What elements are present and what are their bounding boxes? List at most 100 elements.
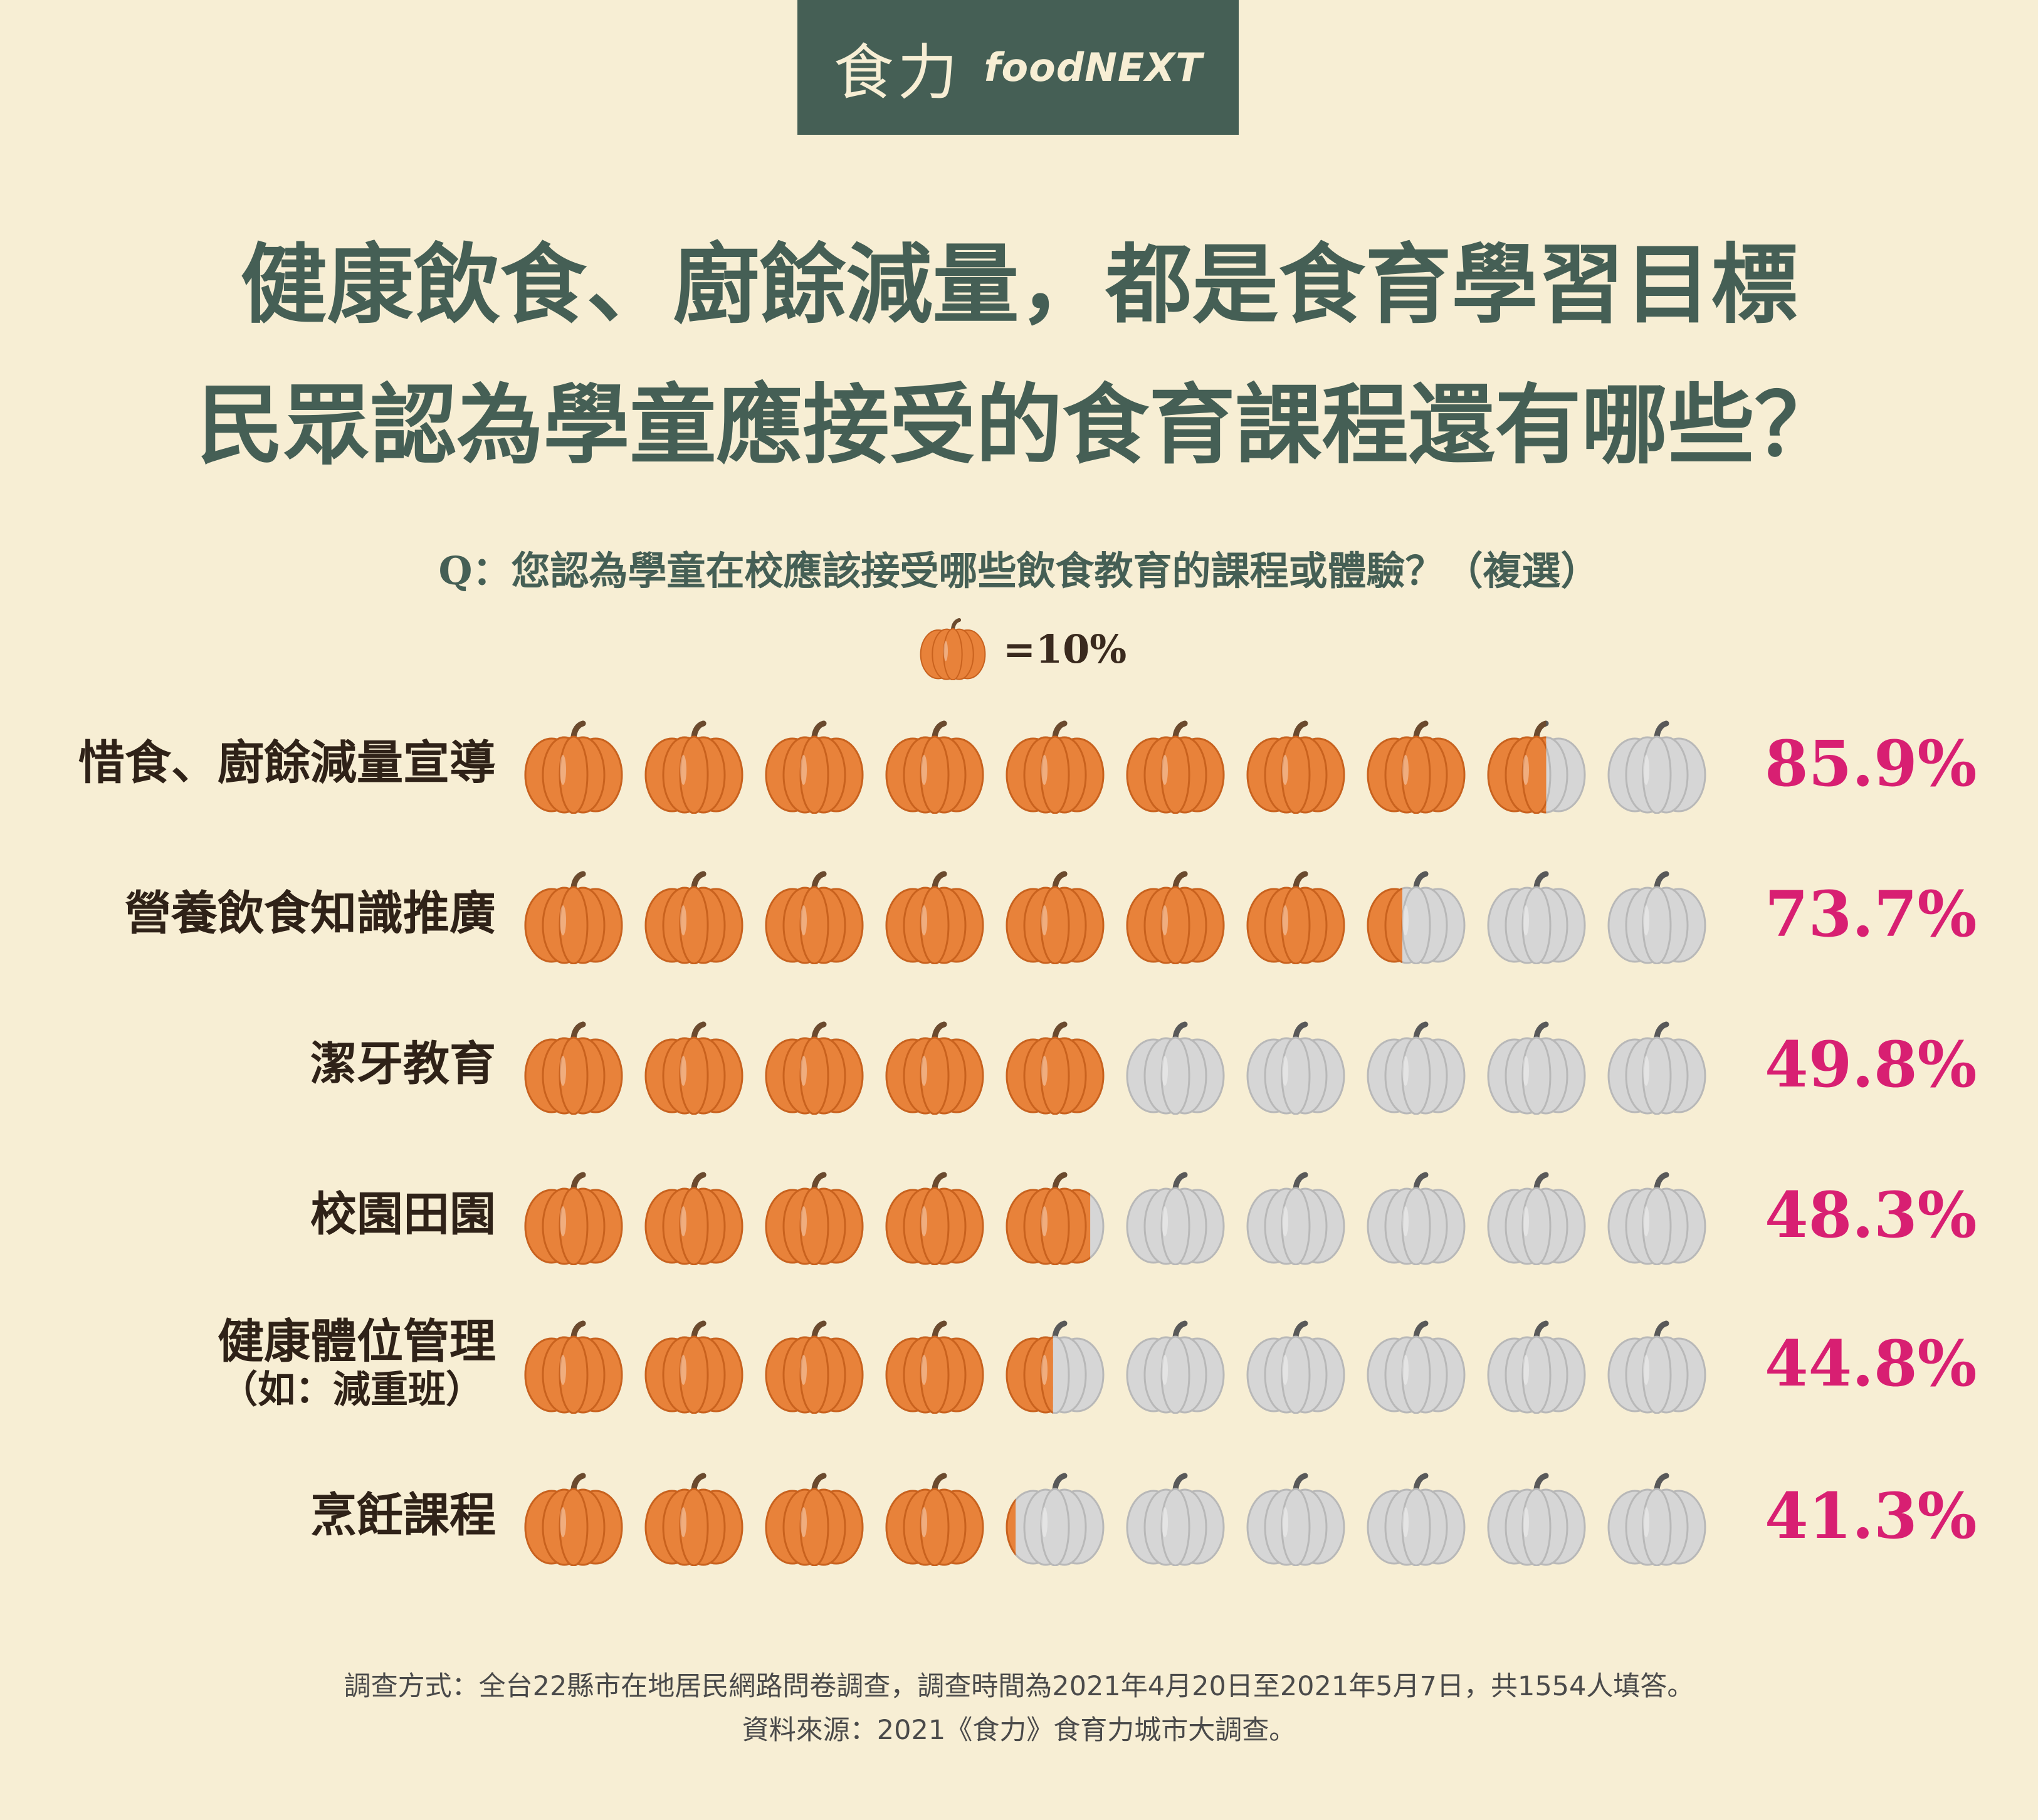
category-label: 烹飪課程: [310, 1453, 496, 1579]
page-title-line-2: 民眾認為學童應接受的食育課程還有哪些？: [197, 375, 1841, 476]
chart-row: 潔牙教育 49.8%: [0, 1002, 2038, 1127]
pumpkin-icon: [524, 1172, 623, 1265]
chart-row: 健康體位管理 （如：減重班） 44.8%: [0, 1301, 2038, 1426]
logo-chinese-text: 食力: [833, 38, 962, 108]
brand-logo: 食力 foodNEXT: [797, 0, 1239, 135]
pumpkin-icon: [1006, 1320, 1105, 1414]
survey-method-note: 調查方式：全台22縣市在地居民網路問卷調查，調查時間為2021年4月20日至20…: [344, 1671, 1694, 1702]
pumpkin-icon: [644, 1320, 743, 1414]
pumpkin-icon: [1367, 1172, 1466, 1265]
chart-row: 烹飪課程 41.3%: [0, 1453, 2038, 1579]
pumpkin-icon: [1006, 871, 1105, 964]
pumpkin-icon: [644, 1021, 743, 1115]
pumpkin-icon: [1607, 1473, 1706, 1566]
pumpkin-icon: [765, 720, 864, 814]
pumpkin-icon: [1487, 1320, 1586, 1414]
pumpkin-icon: [1367, 1320, 1466, 1414]
category-name: 健康體位管理: [218, 1314, 496, 1369]
chart-row: 營養飲食知識推廣 73.7%: [0, 851, 2038, 977]
pumpkin-icon: [1006, 720, 1105, 814]
pumpkin-icon: [1607, 1320, 1706, 1414]
pumpkin-icon: [644, 871, 743, 964]
pumpkin-icon: [885, 1172, 984, 1265]
pumpkin-icon: [1607, 1172, 1706, 1265]
data-source-note: 資料來源：2021《食力》食育力城市大調查。: [742, 1715, 1296, 1746]
chart-row: 校園田園 48.3%: [0, 1152, 2038, 1278]
pumpkin-icon: [524, 1320, 623, 1414]
pumpkin-icon: [885, 1320, 984, 1414]
category-name: 校園田園: [310, 1187, 496, 1242]
percent-value-label: 41.3%: [1765, 1479, 1977, 1553]
pumpkin-icon: [1246, 1172, 1345, 1265]
pumpkin-icon: [1607, 720, 1706, 814]
pumpkin-icon: [1367, 1473, 1466, 1566]
pumpkin-icon-row: [520, 1472, 1711, 1572]
pumpkin-icon: [1246, 1473, 1345, 1566]
percent-value-label: 49.8%: [1765, 1028, 1977, 1102]
pumpkin-icon: [765, 1320, 864, 1414]
legend: =10%: [915, 618, 1127, 680]
pumpkin-icon-row: [520, 1320, 1711, 1420]
pumpkin-icon: [1487, 1172, 1586, 1265]
pumpkin-icon: [1246, 1320, 1345, 1414]
pumpkin-icon: [1367, 720, 1466, 814]
pumpkin-icon: [1006, 1172, 1105, 1265]
pumpkin-icon: [1126, 1320, 1225, 1414]
pumpkin-icon: [1246, 720, 1345, 814]
pumpkin-icon: [765, 1172, 864, 1265]
pumpkin-icon: [1126, 720, 1225, 814]
pumpkin-icon: [1487, 1021, 1586, 1115]
pumpkin-icon: [885, 1021, 984, 1115]
percent-value-label: 85.9%: [1765, 727, 1977, 801]
percent-value-label: 73.7%: [1765, 877, 1977, 951]
pumpkin-icon: [885, 1473, 984, 1566]
pumpkin-icon: [1246, 1021, 1345, 1115]
pumpkin-icon-row: [520, 870, 1711, 970]
category-label: 惜食、廚餘減量宣導: [78, 701, 496, 826]
pumpkin-icon: [765, 1021, 864, 1115]
pumpkin-icon: [524, 1021, 623, 1115]
percent-value-label: 48.3%: [1765, 1178, 1977, 1252]
pumpkin-icon: [885, 720, 984, 814]
pumpkin-icon: [920, 618, 986, 680]
pumpkin-icon: [1607, 1021, 1706, 1115]
pumpkin-icon: [765, 871, 864, 964]
category-label: 校園田園: [310, 1152, 496, 1278]
page-title-line-1: 健康飲食、廚餘減量，都是食育學習目標: [240, 234, 1798, 335]
percent-value-label: 44.8%: [1765, 1327, 1977, 1401]
pumpkin-icon: [1126, 1172, 1225, 1265]
pumpkin-icon: [1367, 1021, 1466, 1115]
pumpkin-icon: [1246, 871, 1345, 964]
category-name: 營養飲食知識推廣: [125, 886, 496, 941]
pumpkin-icon-row: [520, 720, 1711, 820]
pumpkin-icon: [644, 1172, 743, 1265]
category-label: 健康體位管理 （如：減重班）: [218, 1301, 496, 1426]
logo-english-text: foodNEXT: [984, 45, 1203, 90]
pumpkin-icon: [765, 1473, 864, 1566]
pumpkin-icon: [1126, 1473, 1225, 1566]
pumpkin-icon: [1126, 871, 1225, 964]
pumpkin-icon: [1487, 720, 1586, 814]
chart-row: 惜食、廚餘減量宣導 85.9%: [0, 701, 2038, 826]
legend-text: =10%: [1003, 626, 1127, 672]
pumpkin-icon: [1487, 1473, 1586, 1566]
pumpkin-icon: [524, 720, 623, 814]
pumpkin-icon: [1006, 1021, 1105, 1115]
category-label: 潔牙教育: [310, 1002, 496, 1127]
category-sublabel: （如：減重班）: [220, 1368, 483, 1412]
category-name: 潔牙教育: [310, 1037, 496, 1091]
pumpkin-icon: [1367, 871, 1466, 964]
pumpkin-icon: [644, 720, 743, 814]
pumpkin-icon: [885, 871, 984, 964]
pumpkin-icon: [524, 871, 623, 964]
pumpkin-icon-row: [520, 1171, 1711, 1271]
category-name: 惜食、廚餘減量宣導: [78, 736, 496, 791]
pumpkin-icon: [1607, 871, 1706, 964]
pumpkin-icon: [644, 1473, 743, 1566]
pumpkin-icon: [1006, 1473, 1105, 1566]
pumpkin-icon-row: [520, 1021, 1711, 1121]
category-name: 烹飪課程: [310, 1488, 496, 1543]
category-label: 營養飲食知識推廣: [125, 851, 496, 977]
pumpkin-icon: [524, 1473, 623, 1566]
pumpkin-icon: [1487, 871, 1586, 964]
